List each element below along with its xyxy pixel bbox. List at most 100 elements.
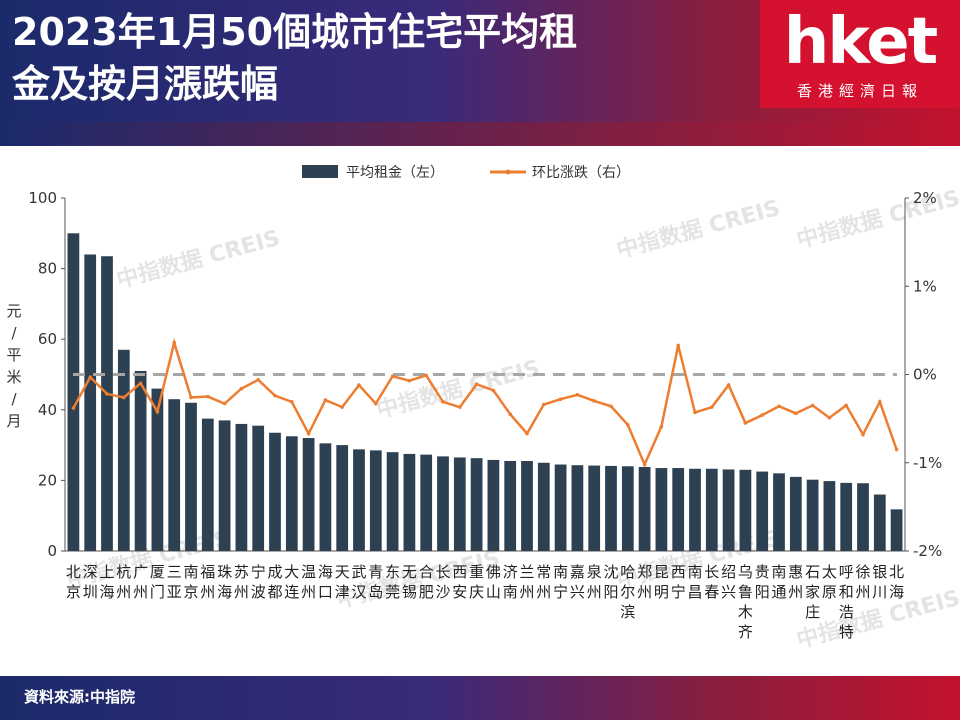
category-label: 嘉兴: [570, 563, 585, 601]
category-label: 济南: [503, 563, 518, 601]
line-point-贵阳: [760, 413, 764, 417]
category-label: 昆明: [654, 563, 669, 601]
bar-合肥: [420, 454, 433, 551]
bar-青岛: [369, 450, 382, 551]
bar-福州: [201, 418, 214, 551]
category-label: 海口: [318, 563, 333, 601]
line-point-泉州: [592, 399, 596, 403]
bar-乌鲁木齐: [739, 469, 752, 551]
line-point-福州: [206, 394, 210, 399]
category-label: 泉州: [587, 563, 602, 601]
line-point-石家庄: [810, 403, 815, 408]
bar-温州: [302, 438, 315, 551]
mom-change-line: [72, 338, 898, 468]
category-label: 无锡: [402, 563, 417, 601]
line-point-合肥: [424, 373, 429, 378]
page-title: 2023年1月50個城市住宅平均租 金及按月漲跌幅: [12, 6, 577, 110]
line-point-济南: [508, 412, 512, 417]
bar-大连: [285, 436, 298, 551]
bar-西宁: [672, 468, 685, 551]
source-note: 資料來源:中指院: [24, 688, 135, 706]
category-label: 长沙: [435, 563, 450, 601]
footer-bar: 資料來源:中指院: [0, 676, 960, 720]
category-label: 上海: [99, 563, 114, 601]
category-label: 成都: [267, 563, 282, 601]
line-point-西安: [458, 405, 462, 409]
line-point-郑州: [642, 462, 647, 467]
bar-南昌: [689, 468, 701, 551]
left-tick-label: 100: [28, 189, 57, 207]
line-point-长春: [710, 405, 714, 409]
bar-南通: [773, 473, 785, 551]
bar-石家庄: [806, 479, 819, 551]
line-point-西宁: [676, 343, 680, 348]
line-point-大连: [290, 400, 294, 404]
category-label: 福州: [200, 563, 215, 601]
line-point-惠州: [794, 411, 798, 416]
bar-徐州: [857, 483, 869, 551]
bar-上海: [101, 256, 113, 551]
hket-logo[interactable]: hket 香港經濟日報: [760, 0, 960, 108]
right-tick-label: 0%: [913, 366, 937, 384]
bar-太原: [823, 481, 836, 551]
line-point-宁波: [256, 377, 261, 382]
bar-东莞: [386, 452, 399, 551]
line-point-广州: [138, 381, 143, 386]
legend-label: 平均租金（左）: [346, 165, 444, 181]
line-point-温州: [306, 431, 311, 436]
line-point-厦门: [155, 409, 160, 414]
category-label: 石家庄: [805, 563, 820, 621]
legend-line-marker: [505, 169, 511, 175]
line-point-佛山: [491, 388, 496, 393]
chart-area: 中指数据 CREIS 中指数据 CREIS 中指数据 CREIS 中指数据 CREIS…: [0, 146, 960, 674]
bar-南宁: [554, 464, 567, 551]
category-label: 西安: [452, 563, 467, 601]
category-label: 贵阳: [755, 563, 770, 601]
category-label: 银川: [872, 563, 887, 601]
category-label: 珠海: [217, 563, 232, 601]
line-point-上海: [105, 392, 109, 396]
bar-郑州: [638, 466, 651, 551]
line-point-乌鲁木齐: [743, 421, 748, 425]
bar-天津: [336, 445, 349, 551]
category-label: 青岛: [368, 563, 383, 601]
bar-兰州: [521, 460, 533, 551]
bar-宁波: [252, 425, 265, 551]
right-tick-label: -2%: [913, 542, 942, 560]
line-point-南通: [777, 404, 781, 409]
category-label: 深圳: [83, 563, 98, 601]
line-point-海口: [323, 398, 328, 402]
category-label: 绍兴: [721, 563, 736, 601]
line-point-东莞: [390, 374, 395, 379]
right-tick-label: -1%: [913, 454, 942, 472]
category-label: 常州: [536, 563, 551, 601]
bar-呼和浩特: [840, 482, 853, 551]
category-label: 杭州: [116, 563, 131, 601]
bar-南京: [185, 402, 197, 551]
category-label: 南京: [183, 563, 198, 601]
category-label: 重庆: [469, 563, 484, 601]
line-point-珠海: [222, 401, 227, 406]
left-tick-label: 20: [38, 471, 57, 489]
bar-长春: [705, 468, 718, 551]
line-point-太原: [827, 415, 832, 420]
line-point-重庆: [474, 382, 479, 387]
bar-三亚: [168, 399, 181, 551]
category-label: 南昌: [687, 563, 702, 601]
category-label: 南通: [771, 563, 786, 601]
line-point-南京: [189, 395, 193, 400]
bar-惠州: [789, 476, 802, 551]
category-label: 温州: [301, 563, 316, 601]
line-point-苏州: [239, 386, 244, 391]
left-tick-label: 60: [38, 330, 57, 348]
category-label: 佛山: [486, 563, 501, 601]
bar-绍兴: [722, 469, 735, 551]
line-point-昆明: [659, 424, 664, 429]
category-label: 宁波: [251, 563, 266, 601]
line-point-无锡: [407, 378, 412, 383]
category-label: 南宁: [553, 563, 568, 601]
line-point-青岛: [374, 401, 378, 406]
bar-苏州: [235, 423, 248, 551]
left-tick-label: 40: [38, 401, 57, 419]
line-point-沈阳: [609, 404, 613, 409]
